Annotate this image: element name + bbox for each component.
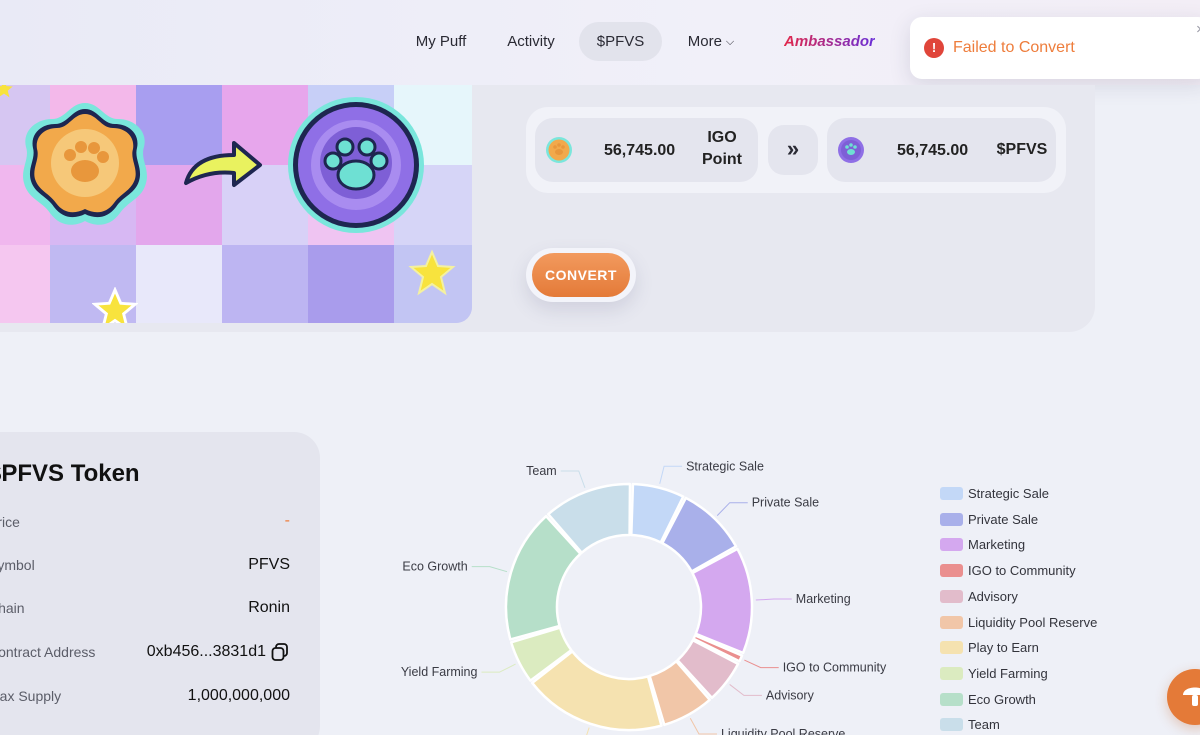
nav-ambassador[interactable]: Ambassador [784, 22, 875, 61]
chain-label: Chain [0, 600, 25, 616]
callout-line [560, 470, 586, 489]
help-float-button[interactable] [1167, 669, 1200, 725]
callout-line [744, 659, 779, 669]
legend-label: Liquidity Pool Reserve [968, 614, 1098, 630]
nav-pfvs[interactable]: $PFVS [579, 22, 662, 61]
max-supply-label: Max Supply [0, 688, 62, 704]
callout-label: Yield Farming [401, 665, 478, 679]
callout-label: IGO to Community [783, 661, 887, 675]
donut-slice-play-to-earn[interactable] [530, 650, 663, 732]
legend-label: Strategic Sale [968, 486, 1049, 501]
legend-swatch [940, 487, 963, 500]
legend-label: Marketing [968, 537, 1026, 553]
pfvs-coin-icon [288, 97, 424, 233]
contract-address-value[interactable]: 0xb456...3831d1 [146, 643, 266, 660]
callout-label: Team [526, 464, 557, 478]
legend-swatch [940, 512, 963, 526]
callout-line [471, 566, 508, 573]
max-supply-value: 1,000,000,000 [187, 687, 290, 704]
to-amount-pill: 56,745.00 $PFVS [827, 118, 1056, 182]
callout-line [755, 598, 792, 601]
legend-label: Eco Growth [968, 691, 1036, 707]
donut-slice-liquidity-pool-reserve[interactable] [648, 660, 711, 727]
callout-line [689, 717, 717, 735]
callout-label: Marketing [796, 592, 851, 606]
legend-label: Advisory [968, 588, 1018, 604]
nav-more-label: More [687, 33, 722, 50]
donut-slice-team[interactable] [547, 482, 632, 554]
convert-banner-image [0, 85, 472, 323]
star-icon [92, 287, 138, 323]
star-icon [408, 249, 456, 296]
nav-my-puff[interactable]: My Puff [415, 33, 467, 50]
conversion-rate-box: 56,745.00 IGO Point » 56,745.00 $PFVS [526, 107, 1066, 193]
legend-swatch [940, 564, 963, 578]
callout-line [586, 727, 590, 735]
legend-swatch [940, 641, 963, 655]
legend-swatch [940, 718, 963, 732]
legend-label: Team [968, 717, 1000, 733]
from-unit-line1: IGO [707, 129, 737, 146]
close-icon[interactable]: × [1196, 21, 1200, 38]
error-toast: ! Failed to Convert × [910, 17, 1200, 79]
pfvs-coin-icon [838, 137, 864, 163]
legend-swatch [940, 615, 963, 629]
legend-label: Private Sale [968, 511, 1039, 527]
legend-swatch [940, 538, 963, 552]
copy-icon[interactable] [270, 642, 290, 662]
chain-value: Ronin [248, 599, 290, 616]
convert-button[interactable]: CONVERT [532, 253, 630, 297]
callout-label: Strategic Sale [686, 459, 764, 473]
error-icon: ! [924, 38, 944, 58]
donut-slice-marketing[interactable] [691, 547, 754, 655]
token-title: $PFVS Token [0, 460, 140, 487]
toast-message: Failed to Convert [953, 39, 1075, 56]
token-info-card [0, 432, 320, 735]
donut-slice-advisory[interactable] [676, 639, 740, 700]
donut-slice-eco-growth[interactable] [504, 514, 582, 641]
symbol-value: PFVS [248, 556, 290, 573]
callout-line [716, 502, 748, 516]
chevron-down-icon: ⌵ [725, 36, 735, 48]
from-amount-pill: 56,745.00 IGO Point [535, 118, 758, 182]
price-label: Price [0, 514, 20, 530]
legend-label: Yield Farming [968, 665, 1048, 681]
donut-slice-yield-farming[interactable] [509, 626, 573, 682]
contract-address-label: Contract Address [0, 644, 96, 660]
arrow-right-icon [184, 141, 262, 187]
price-value: - [284, 512, 290, 529]
donut-slice-igo-to-community[interactable] [692, 634, 744, 663]
double-chevron-right-icon: » [786, 136, 800, 161]
nav-more[interactable]: More ⌵ [680, 22, 742, 61]
donut-slice-strategic-sale[interactable] [630, 482, 685, 544]
from-unit: IGO Point [697, 127, 747, 171]
legend-swatch [940, 666, 963, 680]
igo-point-coin-icon [23, 103, 147, 225]
callout-line [659, 465, 683, 484]
from-amount: 56,745.00 [604, 142, 676, 159]
to-amount: 56,745.00 [897, 142, 969, 159]
legend-label: IGO to Community [968, 563, 1076, 579]
callout-label: Eco Growth [402, 560, 467, 574]
nav-activity[interactable]: Activity [507, 33, 555, 50]
to-unit: $PFVS [996, 141, 1048, 158]
callout-label: Advisory [766, 688, 815, 702]
callout-line [729, 684, 762, 696]
donut-slice-private-sale[interactable] [661, 496, 738, 573]
swap-direction-button[interactable]: » [768, 125, 818, 175]
legend-swatch [940, 692, 963, 706]
convert-button-wrap: CONVERT [526, 248, 636, 302]
mushroom-icon [1183, 687, 1200, 706]
callout-label: Liquidity Pool Reserve [721, 727, 845, 735]
legend-label: Play to Earn [968, 640, 1039, 656]
from-unit-line2: Point [702, 151, 742, 168]
symbol-label: Symbol [0, 557, 35, 573]
callout-line [481, 663, 516, 673]
star-icon [0, 85, 13, 98]
callout-label: Private Sale [752, 496, 819, 510]
igo-point-coin-icon [546, 137, 572, 163]
legend-swatch [940, 589, 963, 603]
